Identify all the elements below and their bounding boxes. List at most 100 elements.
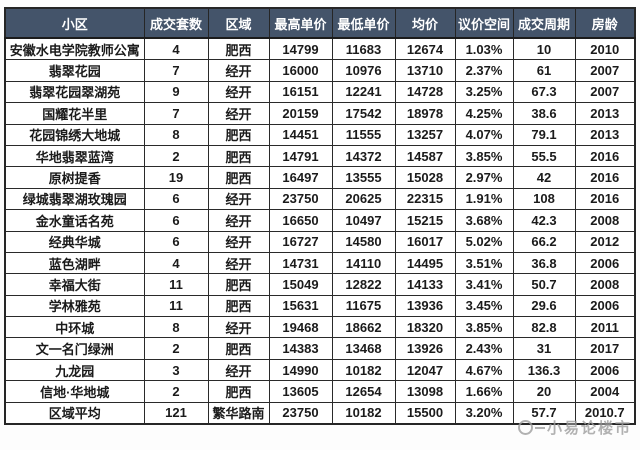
table-cell: 经开: [207, 316, 270, 339]
table-cell: 2008: [574, 273, 636, 296]
table-cell: 19: [143, 166, 209, 189]
table-cell: 4.67%: [454, 358, 514, 382]
table-cell: 6: [143, 187, 209, 211]
table-cell: 61: [512, 59, 576, 82]
table-cell: 15500: [394, 401, 456, 425]
table-cell: 2: [143, 144, 209, 168]
table-cell: 3.41%: [454, 273, 514, 296]
table-cell: 肥西: [207, 337, 270, 360]
table-cell: 42: [512, 166, 576, 189]
table-header-row: 小区 成交套数 区域 最高单价 最低单价 均价 议价空间 成交周期 房龄: [4, 7, 636, 39]
table-cell: 57.7: [512, 401, 576, 425]
table-cell: 2.43%: [454, 337, 514, 360]
header-row: 小区 成交套数 区域 最高单价 最低单价 均价 议价空间 成交周期 房龄: [4, 7, 636, 39]
table-cell: 4: [143, 251, 209, 275]
table-cell: 10182: [331, 401, 396, 425]
table-cell: 2006: [574, 294, 636, 318]
table-cell: 38.6: [512, 102, 576, 125]
table-cell: 29.6: [512, 294, 576, 318]
table-cell: 3.25%: [454, 80, 514, 104]
table-cell: 14587: [394, 144, 456, 168]
column-header: 议价空间: [454, 7, 514, 39]
table-cell: 2006: [574, 358, 636, 382]
table-row: 原树提香 19 肥西 16497 13555 15028 2.97% 42 2016: [4, 166, 636, 189]
table-cell: 2006: [574, 251, 636, 275]
table-cell: 2: [143, 380, 209, 403]
column-header: 成交周期: [512, 7, 576, 39]
table-row: 中环城 8 经开 19468 18662 18320 3.85% 82.8 2011: [4, 316, 636, 339]
column-header: 最高单价: [268, 7, 333, 39]
table-cell: 肥西: [207, 37, 270, 61]
table-cell: 17542: [331, 102, 396, 125]
column-header: 均价: [394, 7, 456, 39]
cell-community: 学林雅苑: [4, 294, 145, 318]
table-cell: 82.8: [512, 316, 576, 339]
cell-community: 翡翠花园: [4, 59, 145, 82]
table-row: 翡翠花园 7 经开 16000 10976 13710 2.37% 61 2007: [4, 59, 636, 82]
table-cell: 2012: [574, 230, 636, 253]
table-cell: 10182: [331, 358, 396, 382]
table-cell: 肥西: [207, 294, 270, 318]
table-cell: 2010: [574, 37, 636, 61]
watermark-dash-icon: [534, 426, 545, 429]
table-cell: 14372: [331, 144, 396, 168]
table-cell: 2007: [574, 59, 636, 82]
table-cell: 5.02%: [454, 230, 514, 253]
table-cell: 31: [512, 337, 576, 360]
table-cell: 6: [143, 230, 209, 253]
table-row: 安徽水电学院教师公寓 4 肥西 14799 11683 12674 1.03% 10 2010: [4, 37, 636, 61]
table-cell: 121: [143, 401, 209, 425]
table-cell: 2016: [574, 166, 636, 189]
table-cell: 9: [143, 80, 209, 104]
table-row: 翡翠花园翠湖苑 9 经开 16151 12241 14728 3.25% 67.3 2007: [4, 80, 636, 104]
column-header: 区域: [207, 7, 270, 39]
table-cell: 2007: [574, 80, 636, 104]
table-row: 蓝色湖畔 4 经开 14731 14110 14495 3.51% 36.8 2006: [4, 251, 636, 275]
table-cell: 12047: [394, 358, 456, 382]
table-cell: 14791: [268, 144, 333, 168]
table-cell: 23750: [268, 401, 333, 425]
table-row: 花园锦绣大地城 8 肥西 14451 11555 13257 4.07% 79.1 2013: [4, 123, 636, 146]
table-cell: 3.51%: [454, 251, 514, 275]
column-header: 小区: [4, 7, 145, 39]
table-cell: 肥西: [207, 144, 270, 168]
table-cell: 11683: [331, 37, 396, 61]
column-header: 房龄: [574, 7, 636, 39]
table-cell: 2013: [574, 123, 636, 146]
table-cell: 14133: [394, 273, 456, 296]
table-cell: 13555: [331, 166, 396, 189]
table-cell: 3.45%: [454, 294, 514, 318]
table-cell: 13926: [394, 337, 456, 360]
table-cell: 7: [143, 102, 209, 125]
table-cell: 肥西: [207, 166, 270, 189]
cell-community: 金水童话名苑: [4, 209, 145, 232]
table-cell: 14495: [394, 251, 456, 275]
table-cell: 4.07%: [454, 123, 514, 146]
cell-community: 幸福大街: [4, 273, 145, 296]
table-cell: 经开: [207, 230, 270, 253]
table-cell: 3.85%: [454, 316, 514, 339]
table-cell: 16650: [268, 209, 333, 232]
table-cell: 2011: [574, 316, 636, 339]
cell-community: 九龙园: [4, 358, 145, 382]
table-cell: 14110: [331, 251, 396, 275]
table-cell: 3.20%: [454, 401, 514, 425]
table-cell: 16017: [394, 230, 456, 253]
table-cell: 14731: [268, 251, 333, 275]
table-cell: 13098: [394, 380, 456, 403]
table-cell: 2013: [574, 102, 636, 125]
table-cell: 肥西: [207, 380, 270, 403]
table-cell: 13710: [394, 59, 456, 82]
table-cell: 19468: [268, 316, 333, 339]
table-cell: 2.37%: [454, 59, 514, 82]
table-cell: 14580: [331, 230, 396, 253]
table-cell: 14799: [268, 37, 333, 61]
table-cell: 3.68%: [454, 209, 514, 232]
table-row: 华地翡翠蓝湾 2 肥西 14791 14372 14587 3.85% 55.5 2016: [4, 144, 636, 168]
table-row: 金水童话名苑 6 经开 16650 10497 15215 3.68% 42.3 2008: [4, 209, 636, 232]
table-cell: 2016: [574, 187, 636, 211]
table-cell: 肥西: [207, 123, 270, 146]
table-cell: 经开: [207, 209, 270, 232]
table-cell: 16497: [268, 166, 333, 189]
table-cell: 136.3: [512, 358, 576, 382]
